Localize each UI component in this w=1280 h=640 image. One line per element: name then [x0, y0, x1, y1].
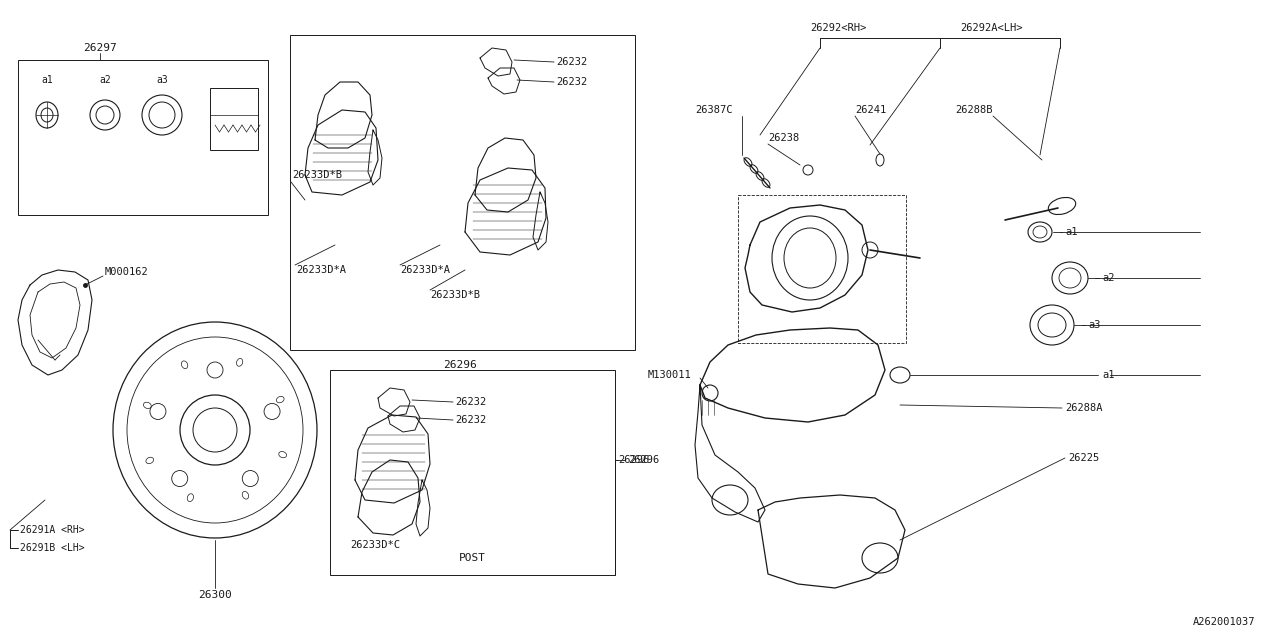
Text: 26232: 26232	[454, 397, 486, 407]
Text: 26296: 26296	[443, 360, 477, 370]
Text: 26387C: 26387C	[695, 105, 732, 115]
Text: A262001037: A262001037	[1193, 617, 1254, 627]
Text: 26232: 26232	[556, 57, 588, 67]
Bar	[330, 370, 614, 575]
Text: 26296: 26296	[618, 455, 649, 465]
Text: 26238: 26238	[768, 133, 799, 143]
Text: 26291A <RH>: 26291A <RH>	[20, 525, 84, 535]
Bar	[739, 195, 906, 343]
Text: a3: a3	[156, 75, 168, 85]
Bar	[210, 88, 259, 150]
Text: 26291B <LH>: 26291B <LH>	[20, 543, 84, 553]
Text: 26292A<LH>: 26292A<LH>	[960, 23, 1023, 33]
Text: M000162: M000162	[105, 267, 148, 277]
Text: 26297: 26297	[83, 43, 116, 53]
Bar	[291, 35, 635, 350]
Text: 26288B: 26288B	[955, 105, 992, 115]
Text: a1: a1	[41, 75, 52, 85]
Text: 26233D*B: 26233D*B	[430, 290, 480, 300]
Text: 26233D*B: 26233D*B	[292, 170, 342, 180]
Text: 26292<RH>: 26292<RH>	[810, 23, 867, 33]
Text: 26300: 26300	[198, 590, 232, 600]
Text: 26241: 26241	[855, 105, 886, 115]
Text: POST: POST	[458, 553, 485, 563]
Text: M130011: M130011	[648, 370, 691, 380]
Text: 26296: 26296	[628, 455, 659, 465]
Text: a3: a3	[1088, 320, 1101, 330]
Bar	[18, 60, 268, 215]
Text: a1: a1	[1102, 370, 1115, 380]
Text: 26233D*A: 26233D*A	[399, 265, 451, 275]
Text: a2: a2	[1102, 273, 1115, 283]
Text: a2: a2	[99, 75, 111, 85]
Text: 26225: 26225	[1068, 453, 1100, 463]
Text: a1: a1	[1065, 227, 1078, 237]
Text: 26232: 26232	[454, 415, 486, 425]
Text: 26288A: 26288A	[1065, 403, 1102, 413]
Text: 26232: 26232	[556, 77, 588, 87]
Text: 26233D*A: 26233D*A	[296, 265, 346, 275]
Text: 26233D*C: 26233D*C	[349, 540, 399, 550]
